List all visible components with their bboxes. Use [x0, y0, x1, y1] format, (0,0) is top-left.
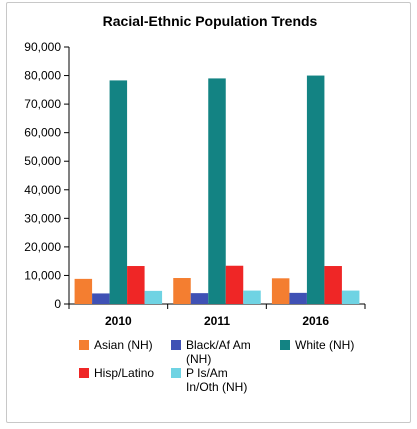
x-tick-label: 2011	[204, 314, 230, 328]
bar	[92, 293, 110, 304]
y-tick-label: 0	[54, 297, 61, 311]
legend-swatch	[171, 340, 181, 350]
y-tick-label: 20,000	[24, 240, 61, 254]
y-tick-label: 10,000	[24, 268, 61, 282]
legend-label: In/Oth (NH)	[186, 380, 247, 394]
legend-item: Black/Af Am(NH)	[171, 338, 251, 366]
bars	[74, 75, 360, 305]
legend: Asian (NH) Black/Af Am(NH) White (NH) Hisp/…	[79, 338, 354, 394]
bar	[109, 80, 128, 304]
x-tick-label: 2016	[302, 314, 329, 328]
bar	[324, 266, 342, 304]
bar	[225, 265, 244, 304]
legend-label: (NH)	[186, 352, 211, 366]
bar	[243, 290, 261, 304]
bar-chart: Racial-Ethnic Population Trends 0 10,000 2…	[24, 13, 366, 394]
bar	[289, 292, 307, 304]
y-tick-label: 60,000	[24, 126, 61, 140]
legend-item: Hisp/Latino	[79, 366, 154, 380]
y-tick-label: 50,000	[24, 154, 61, 168]
legend-swatch	[280, 340, 290, 350]
legend-label: Black/Af Am	[186, 338, 251, 352]
y-tick-label: 90,000	[24, 40, 61, 54]
x-axis-labels: 2010 2011 2016	[105, 314, 329, 328]
legend-label: P Is/Am	[186, 366, 228, 380]
bar	[208, 78, 226, 305]
legend-swatch	[79, 340, 89, 350]
chart-title: Racial-Ethnic Population Trends	[103, 13, 318, 29]
legend-item: White (NH)	[280, 338, 354, 352]
y-tick-label: 30,000	[24, 211, 61, 225]
legend-swatch	[171, 368, 181, 378]
legend-label: White (NH)	[295, 338, 354, 352]
bar	[341, 290, 360, 304]
bar	[271, 278, 290, 304]
bar	[190, 293, 209, 304]
legend-label: Hisp/Latino	[94, 366, 154, 380]
x-tick-label: 2010	[105, 314, 132, 328]
y-tick-label: 80,000	[24, 69, 61, 83]
legend-item: Asian (NH)	[79, 338, 153, 352]
y-tick-label: 40,000	[24, 183, 61, 197]
y-axis-ticks: 0 10,000 20,000 30,000 40,000 50,000 60,000 70,…	[24, 40, 69, 311]
bar	[74, 278, 93, 304]
bar	[127, 266, 145, 304]
legend-swatch	[79, 368, 89, 378]
legend-label: Asian (NH)	[94, 338, 153, 352]
bar	[306, 75, 325, 304]
bar	[144, 290, 163, 304]
chart-frame: Racial-Ethnic Population Trends 0 10,000 2…	[6, 2, 411, 423]
y-tick-label: 70,000	[24, 97, 61, 111]
bar	[173, 278, 191, 304]
